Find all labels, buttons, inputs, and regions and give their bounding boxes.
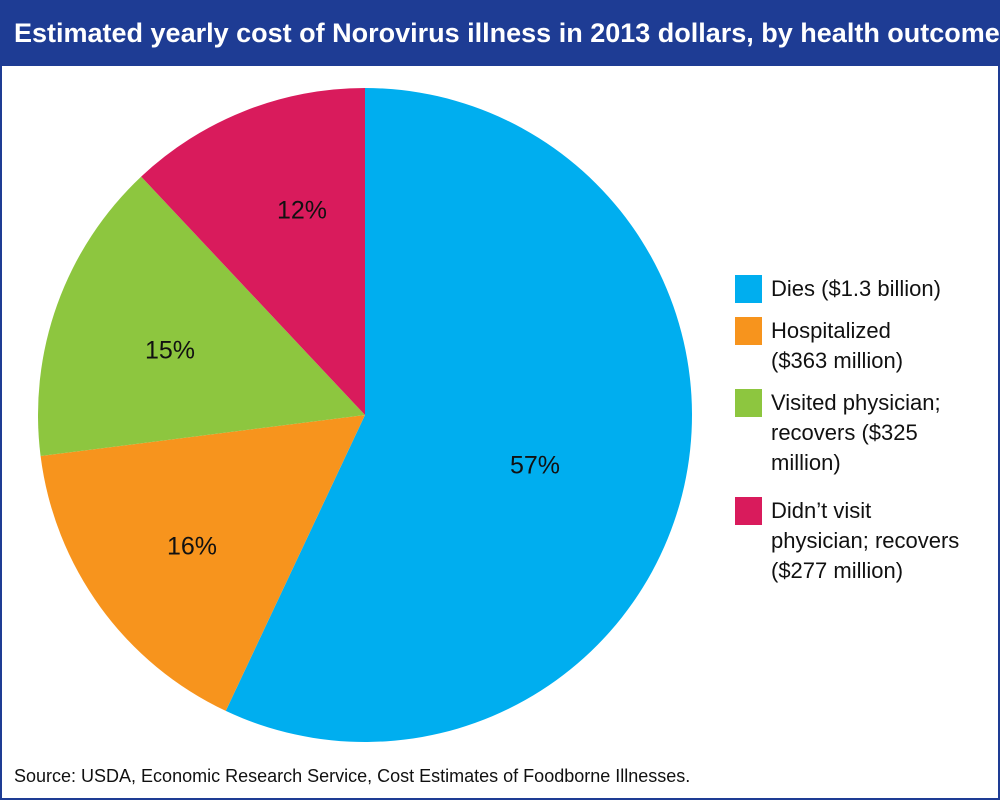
pie-slice (141, 88, 365, 415)
pie-slice (225, 88, 692, 742)
chart-title: Estimated yearly cost of Norovirus illne… (0, 0, 1000, 66)
legend-swatch (735, 389, 762, 417)
legend-label: Dies ($1.3 billion) (771, 276, 941, 301)
legend-item: Didn’t visit physician; recovers ($277 m… (735, 496, 971, 586)
slice-label: 15% (145, 337, 195, 365)
pie-slice (37, 176, 365, 456)
slice-label: 16% (167, 533, 217, 561)
slice-label: 57% (510, 452, 560, 480)
legend-item: Hospitalized ($363 million) (735, 316, 941, 376)
legend-item: Dies ($1.3 billion) (735, 274, 1000, 304)
legend-label: Hospitalized ($363 million) (771, 318, 904, 373)
legend-swatch (735, 275, 762, 303)
legend-swatch (735, 497, 762, 525)
source-note: Source: USDA, Economic Research Service,… (14, 766, 691, 786)
legend-label: Visited physician; recovers ($325 millio… (771, 390, 941, 475)
pie-slice (40, 415, 365, 711)
legend-item: Visited physician; recovers ($325 millio… (735, 388, 971, 478)
slice-label: 12% (277, 197, 327, 225)
legend-swatch (735, 317, 762, 345)
legend: Dies ($1.3 billion) Hospitalized ($363 mi… (735, 274, 985, 598)
legend-label: Didn’t visit physician; recovers ($277 m… (771, 498, 960, 583)
